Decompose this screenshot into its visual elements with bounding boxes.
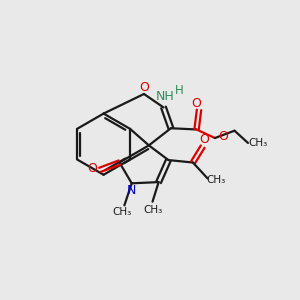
Text: CH₃: CH₃ [143,205,162,214]
Text: O: O [199,133,209,146]
Text: CH₃: CH₃ [249,138,268,148]
Text: NH: NH [155,90,174,103]
Text: CH₃: CH₃ [112,207,132,217]
Text: N: N [127,184,136,197]
Text: O: O [87,162,97,175]
Text: O: O [192,97,202,110]
Text: O: O [139,81,149,94]
Text: H: H [175,84,184,97]
Text: O: O [218,130,228,143]
Text: CH₃: CH₃ [206,175,226,184]
